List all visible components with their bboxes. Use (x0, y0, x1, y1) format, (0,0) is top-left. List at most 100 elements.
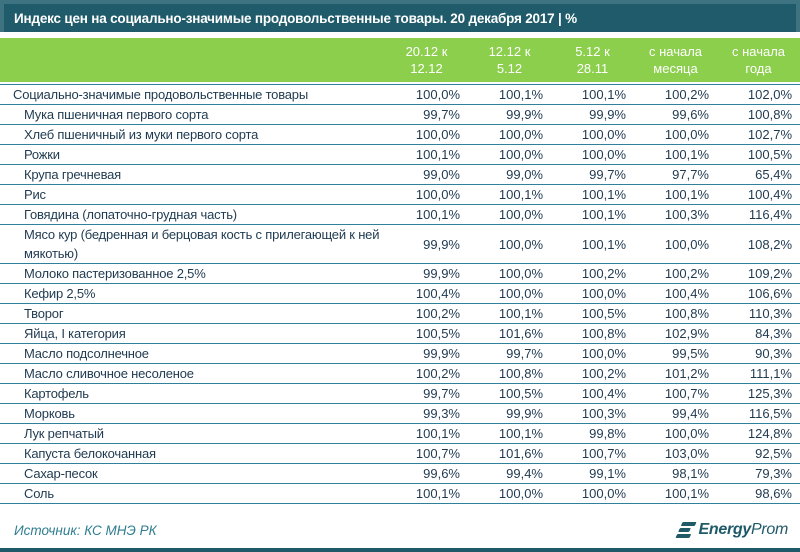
table-row: Капуста белокочанная 100,7% 101,6% 100,7% 10… (0, 444, 800, 464)
row-value: 100,2% (415, 366, 460, 381)
row-label: Яйца, I категория (24, 326, 126, 341)
row-value: 106,6% (747, 286, 792, 301)
row-value: 100,7% (581, 446, 626, 461)
row-value: 100,4% (747, 187, 792, 202)
row-value: 100,4% (664, 286, 709, 301)
row-label: Масло подсолнечное (24, 346, 149, 361)
row-value: 100,1% (415, 426, 460, 441)
table-row: Масло сливочное несоленое 100,2% 100,8% 100… (0, 364, 800, 384)
price-index-table: Социально-значимые продовольственные тов… (0, 84, 800, 504)
row-value: 100,0% (581, 147, 626, 162)
row-value: 100,1% (498, 87, 543, 102)
row-value: 111,1% (749, 366, 792, 381)
row-value: 100,1% (415, 486, 460, 501)
row-value: 99,4% (506, 466, 543, 481)
row-value: 100,5% (747, 147, 792, 162)
row-value: 100,0% (415, 87, 460, 102)
energyprom-logo: EnergyProm (674, 521, 788, 539)
row-value: 100,3% (581, 406, 626, 421)
table-row: Яйца, I категория 100,5% 101,6% 100,8% 102,9… (0, 324, 800, 344)
table-row: Рожки 100,1% 100,0% 100,0% 100,1% 100,5% (0, 145, 800, 165)
row-value: 100,0% (498, 147, 543, 162)
row-value: 100,2% (415, 306, 460, 321)
row-value: 100,0% (664, 426, 709, 441)
bottom-divider (0, 548, 800, 552)
row-value: 92,5% (755, 446, 792, 461)
row-value: 100,0% (581, 486, 626, 501)
row-value: 100,0% (664, 127, 709, 142)
row-value: 101,6% (498, 326, 543, 341)
row-value: 99,7% (589, 167, 626, 182)
row-label: Рис (24, 187, 46, 202)
row-value: 102,0% (747, 87, 792, 102)
row-value: 124,8% (747, 426, 792, 441)
table-row: Мясо кур (бедренная и берцовая кость с п… (0, 225, 800, 264)
row-value: 100,5% (581, 306, 626, 321)
table-row: Социально-значимые продовольственные тов… (0, 85, 800, 105)
footer: Источник: КС МНЭ РК EnergyProm (0, 516, 800, 544)
row-value: 84,3% (755, 326, 792, 341)
row-value: 99,1% (589, 466, 626, 481)
row-label: Социально-значимые продовольственные тов… (13, 87, 308, 102)
row-value: 99,8% (589, 426, 626, 441)
row-value: 100,8% (747, 107, 792, 122)
page-title: Индекс цен на социально-значимые продово… (14, 10, 577, 26)
row-value: 100,0% (581, 127, 626, 142)
row-value: 100,8% (581, 326, 626, 341)
row-value: 100,1% (581, 87, 626, 102)
row-value: 99,9% (423, 236, 460, 252)
row-label: Мука пшеничная первого сорта (24, 107, 209, 122)
row-value: 100,1% (664, 187, 709, 202)
row-value: 109,2% (747, 266, 792, 281)
row-value: 100,4% (581, 386, 626, 401)
table-row: Крупа гречневая 99,0% 99,0% 99,7% 97,7% 65,4% (0, 165, 800, 185)
row-value: 98,1% (672, 466, 709, 481)
row-value: 100,8% (664, 306, 709, 321)
table-row: Мука пшеничная первого сорта 99,7% 99,9% 99… (0, 105, 800, 125)
row-value: 116,4% (748, 207, 792, 222)
table-row: Лук репчатый 100,1% 100,1% 99,8% 100,0% 124,8… (0, 424, 800, 444)
logo-text-bold: Energy (698, 521, 752, 538)
row-label: Мясо кур (бедренная и берцовая кость с п… (24, 227, 380, 261)
row-value: 110,3% (748, 306, 792, 321)
row-label: Морковь (24, 406, 75, 421)
row-value: 103,0% (664, 446, 709, 461)
row-label: Лук репчатый (24, 426, 104, 441)
row-value: 102,7% (747, 127, 792, 142)
row-label: Масло сливочное несоленое (24, 366, 194, 381)
row-value: 100,0% (415, 187, 460, 202)
row-value: 102,9% (664, 326, 709, 341)
row-value: 90,3% (755, 346, 792, 361)
row-value: 100,1% (415, 147, 460, 162)
row-value: 99,7% (423, 386, 460, 401)
row-value: 99,3% (423, 406, 460, 421)
table-row: Сахар-песок 99,6% 99,4% 99,1% 98,1% 79,3% (0, 464, 800, 484)
row-value: 100,7% (415, 446, 460, 461)
row-value: 99,9% (423, 266, 460, 281)
row-value: 99,0% (506, 167, 543, 182)
row-label: Хлеб пшеничный из муки первого сорта (24, 127, 259, 142)
row-value: 125,3% (747, 386, 792, 401)
row-value: 100,1% (498, 306, 543, 321)
table-row: Кефир 2,5% 100,4% 100,0% 100,0% 100,4% 106,6% (0, 284, 800, 304)
row-label: Соль (24, 486, 54, 501)
row-value: 99,9% (506, 107, 543, 122)
table-row: Морковь 99,3% 99,9% 100,3% 99,4% 116,5% (0, 404, 800, 424)
row-value: 100,1% (581, 236, 626, 252)
row-value: 100,1% (664, 147, 709, 162)
row-value: 97,7% (672, 167, 709, 182)
row-value: 100,0% (498, 236, 543, 252)
logo-text-light: Prom (750, 521, 788, 538)
row-value: 100,0% (581, 286, 626, 301)
row-value: 100,3% (664, 207, 709, 222)
row-value: 100,0% (498, 486, 543, 501)
table-row: Молоко пастеризованное 2,5% 99,9% 100,0% 10… (0, 264, 800, 284)
row-value: 100,5% (415, 326, 460, 341)
row-value: 99,9% (589, 107, 626, 122)
column-header: 20.12 к 12.12 (405, 44, 448, 76)
row-value: 99,0% (423, 167, 460, 182)
column-header: 5.12 к 28.11 (575, 44, 610, 76)
row-label: Творог (24, 306, 64, 321)
table-header: 20.12 к 12.12 12.12 к 5.12 5.12 к 28.11 с н… (0, 38, 800, 82)
row-value: 116,5% (748, 406, 792, 421)
